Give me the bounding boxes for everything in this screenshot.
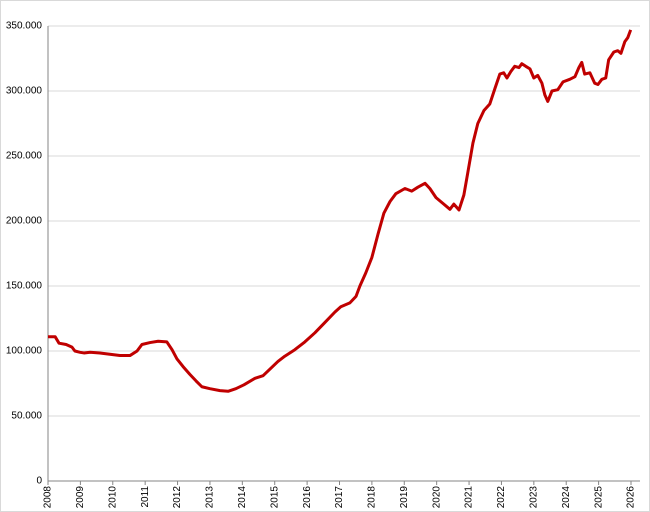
x-tick-label: 2011 [140,486,151,508]
y-tick-label: 250.000 [6,151,43,162]
y-tick-label: 350.000 [6,21,43,32]
y-tick-label: 200.000 [6,216,43,227]
y-tick-label: 300.000 [6,86,43,97]
x-tick-label: 2021 [464,486,475,509]
x-tick-label: 2008 [43,486,54,509]
x-tick-label: 2018 [367,486,378,509]
x-tick-label: 2014 [237,486,248,509]
y-tick-label: 150.000 [6,281,43,292]
x-tick-label: 2009 [75,486,86,509]
x-tick-label: 2024 [561,486,572,509]
data-line [48,29,633,393]
x-tick-label: 2019 [399,486,410,509]
x-tick-label: 2026 [626,486,637,509]
x-tick-label: 2025 [593,486,604,509]
y-tick-label: 0 [36,476,42,487]
x-tick-label: 2015 [269,486,280,509]
x-tick-label: 2012 [172,486,183,509]
x-tick-label: 2013 [205,486,216,509]
x-tick-label: 2016 [302,486,313,509]
y-tick-label: 100.000 [6,346,43,357]
x-tick-label: 2022 [496,486,507,509]
x-tick-label: 2023 [528,486,539,509]
x-tick-label: 2010 [107,486,118,509]
x-tick-label: 2017 [334,486,345,509]
x-tick-label: 2020 [431,486,442,509]
y-tick-label: 50.000 [11,411,42,422]
